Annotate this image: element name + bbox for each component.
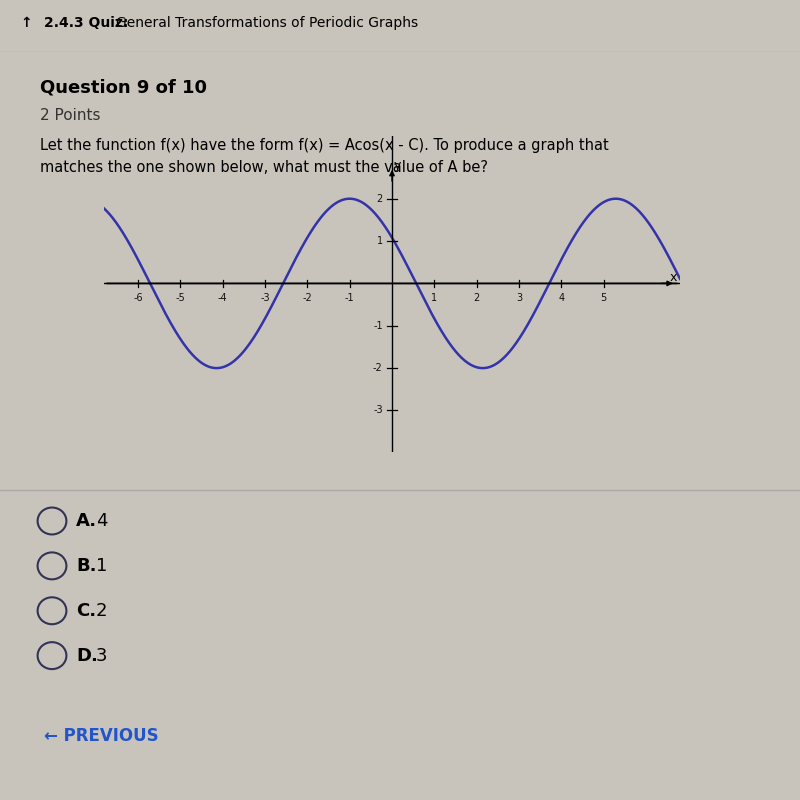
Text: x: x — [670, 270, 677, 283]
Text: 2.4.3 Quiz:: 2.4.3 Quiz: — [44, 16, 128, 30]
Text: matches the one shown below, what must the value of A be?: matches the one shown below, what must t… — [40, 161, 488, 175]
Text: 3: 3 — [96, 646, 107, 665]
Text: 4: 4 — [96, 512, 107, 530]
Text: 1: 1 — [96, 557, 107, 575]
Text: -2: -2 — [373, 363, 382, 373]
Text: -1: -1 — [345, 293, 354, 302]
Text: C.: C. — [76, 602, 96, 620]
Text: B.: B. — [76, 557, 97, 575]
Text: -3: -3 — [373, 406, 382, 415]
Text: A.: A. — [76, 512, 97, 530]
Text: -2: -2 — [302, 293, 312, 302]
Text: -1: -1 — [373, 321, 382, 330]
Text: -6: -6 — [133, 293, 142, 302]
Text: 3: 3 — [516, 293, 522, 302]
Text: Let the function f(x) have the form f(x) = Acos(x - C). To produce a graph that: Let the function f(x) have the form f(x)… — [40, 138, 609, 153]
Text: 2 Points: 2 Points — [40, 108, 101, 123]
Text: General Transformations of Periodic Graphs: General Transformations of Periodic Grap… — [116, 16, 418, 30]
Text: 2: 2 — [96, 602, 107, 620]
Text: -5: -5 — [175, 293, 185, 302]
Text: 4: 4 — [558, 293, 565, 302]
Text: y: y — [394, 159, 401, 173]
Text: -4: -4 — [218, 293, 227, 302]
Text: 5: 5 — [601, 293, 607, 302]
Text: -3: -3 — [260, 293, 270, 302]
Text: 1: 1 — [377, 236, 382, 246]
Text: 2: 2 — [474, 293, 480, 302]
Text: D.: D. — [76, 646, 98, 665]
Text: ← PREVIOUS: ← PREVIOUS — [44, 727, 158, 746]
Text: Question 9 of 10: Question 9 of 10 — [40, 78, 207, 96]
Text: 1: 1 — [431, 293, 438, 302]
Text: ↑: ↑ — [20, 16, 32, 30]
Text: 2: 2 — [377, 194, 382, 204]
